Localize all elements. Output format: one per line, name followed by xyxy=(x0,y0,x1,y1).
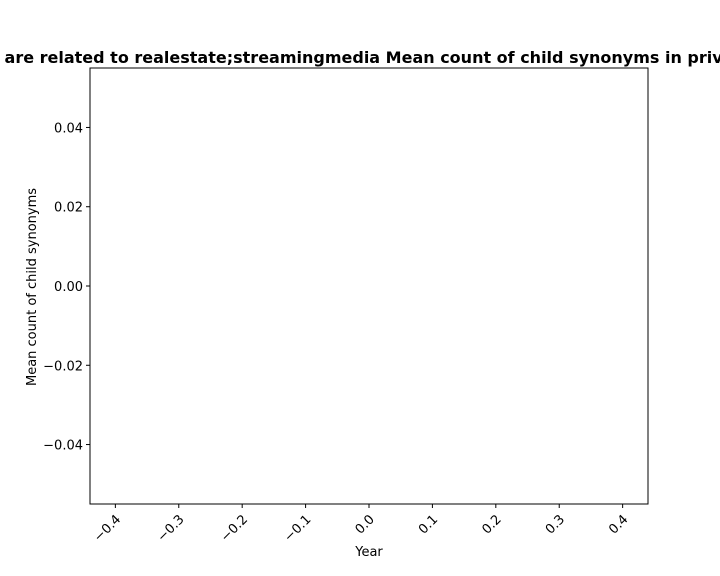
y-axis-ticks: 0.04 0.02 0.00 −0.02 −0.04 xyxy=(43,121,90,454)
y-tick-label: −0.02 xyxy=(43,359,83,374)
y-tick-label: −0.04 xyxy=(43,439,83,454)
y-tick-label: 0.04 xyxy=(54,121,83,136)
y-axis-label: Mean count of child synonyms xyxy=(25,188,40,386)
y-tick-label: 0.00 xyxy=(54,280,83,295)
y-tick-label: 0.02 xyxy=(54,201,83,216)
chart-title: are related to realestate;streamingmedia… xyxy=(5,48,720,67)
x-axis-label: Year xyxy=(354,545,383,560)
